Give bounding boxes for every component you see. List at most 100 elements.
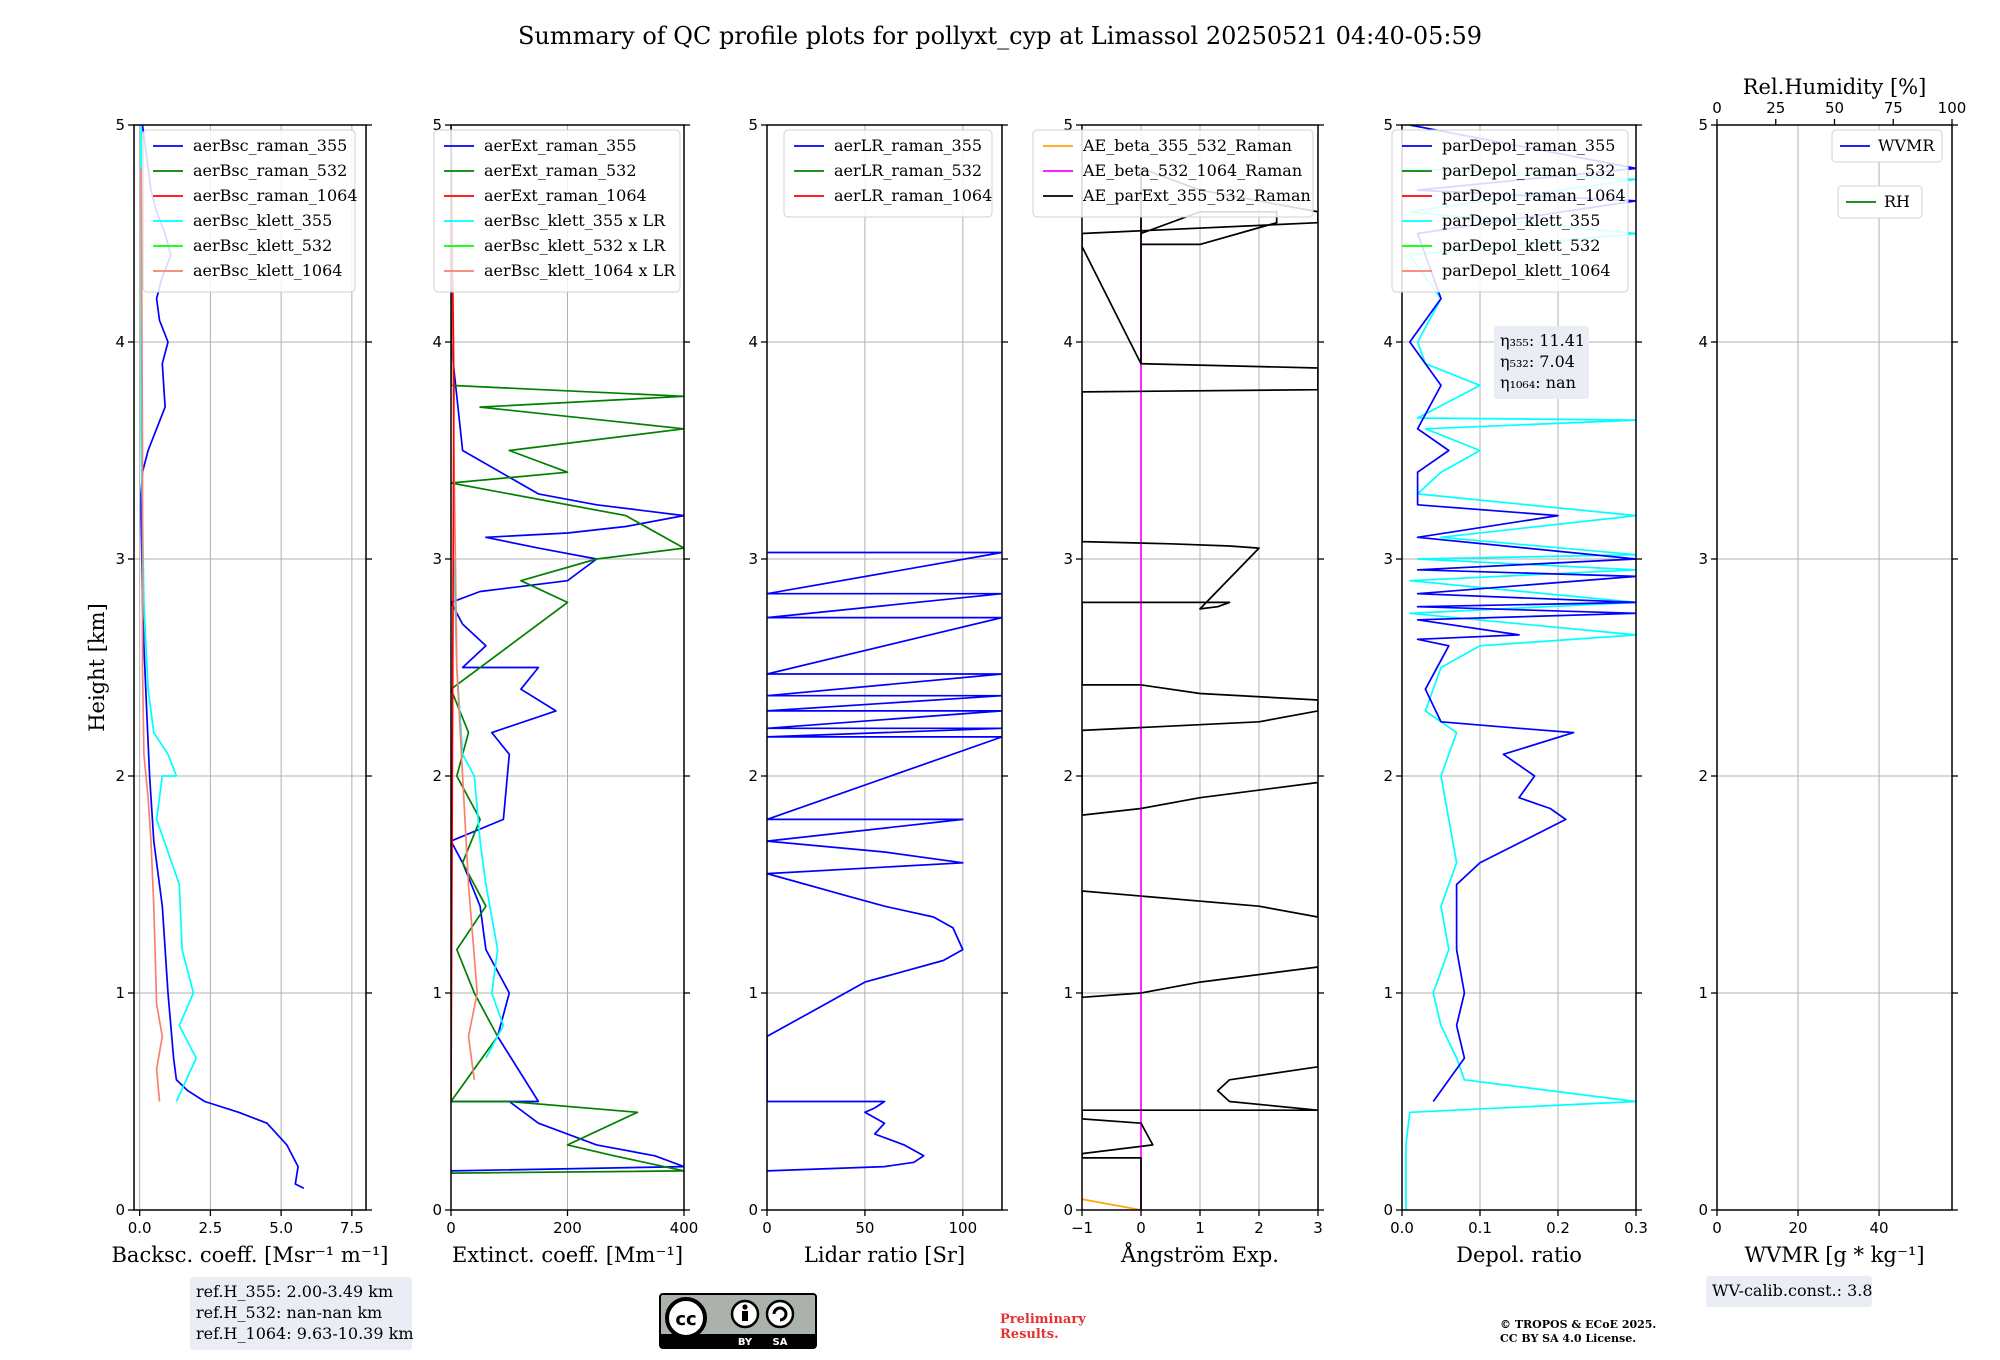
legend-entry: AE_parExt_355_532_Raman [1082,186,1311,205]
legend-entry: parDepol_klett_1064 [1442,261,1611,280]
axes-frame [1716,124,1953,1211]
series-ae-parext-355-532-raman [1082,167,1318,1210]
x2-tick-label: 100 [1938,99,1967,117]
legend-entry: AE_beta_532_1064_Raman [1082,161,1302,180]
cc-by-label: BY [738,1337,753,1348]
x-tick-label: 7.5 [340,1219,364,1237]
y-tick-label: 3 [748,550,758,568]
y-tick-label: 3 [115,550,125,568]
annotation-line: WV-calib.const.: 3.8 [1712,1281,1873,1300]
x-tick-label: −1 [1071,1219,1093,1237]
annotation-box: ref.H_355: 2.00-3.49 km ref.H_532: nan-na… [190,1277,414,1350]
annotation-line: η₅₃₂: 7.04 [1500,352,1575,371]
x-tick-label: 1 [1195,1219,1205,1237]
x-tick-label: 2.5 [198,1219,222,1237]
x-tick-label: 0 [1712,1219,1722,1237]
series-group [767,551,1002,1172]
axes-frame [133,124,367,1211]
legend-entry: aerLR_raman_355 [834,136,982,155]
annotation-bg [1706,1276,1872,1307]
x-tick-label: 20 [1788,1219,1807,1237]
x-tick-label: 0 [762,1219,772,1237]
legend-entry: aerBsc_klett_355 x LR [484,211,666,230]
panel-ext: 0 200 400 0 1 2 3 4 5 Extinct. coeff. [Mm⁻¹] aerEx… [432,116,698,1267]
x-tick-label: 0.1 [1468,1219,1492,1237]
y-tick-label: 5 [115,116,125,134]
cc-license-badge: cc BY SA [659,1293,817,1349]
x2-tick-label: 25 [1766,99,1785,117]
annotation-bg [190,1277,412,1350]
panel-bsc: 0.0 2.5 5.0 7.5 0 1 2 3 4 5 Backsc. coeff. [Msr⁻¹ … [85,116,414,1350]
y-tick-label: 0 [432,1201,442,1219]
legend: parDepol_raman_355 parDepol_raman_532 parD… [1391,129,1629,293]
x-tick-label: 0.3 [1624,1219,1648,1237]
legend-entry: aerLR_raman_532 [834,161,982,180]
legend-box [783,129,993,218]
panel-depol: 0.0 0.1 0.2 0.3 0 1 2 3 4 5 Depol. ratio parDepol_r… [1383,116,1647,1267]
preliminary-note-line1: Preliminary [1000,1312,1086,1327]
y-tick-label: 2 [1383,767,1393,785]
legend: aerExt_raman_355 aerExt_raman_532 aerExt_r… [433,129,681,293]
x-tick-label: 0.0 [1390,1219,1414,1237]
y-tick-label: 4 [1063,333,1073,351]
y-tick-label: 4 [1383,333,1393,351]
annotation-box: η₃₅₅: 11.41 η₅₃₂: 7.04 η₁₀₆₄: nan [1494,326,1589,399]
legend-entry: aerExt_raman_1064 [484,186,647,205]
x-tick-label: 200 [553,1219,582,1237]
y-axis-label: Height [km] [85,603,109,732]
legend-box [1391,129,1629,293]
x2-tick-label: 75 [1884,99,1903,117]
x-axis-label: Depol. ratio [1456,1243,1582,1267]
series-aerext-raman-355 [451,125,684,1172]
legend-box [1837,185,1923,219]
x-axis-label: Backsc. coeff. [Msr⁻¹ m⁻¹] [112,1243,389,1267]
series-aerlr-raman-355 [767,551,1002,1172]
x-tick-label: 40 [1870,1219,1889,1237]
legend-box [1032,129,1314,218]
panels: 0.0 2.5 5.0 7.5 0 1 2 3 4 5 Backsc. coeff. [Msr⁻¹ … [85,75,1966,1350]
y-tick-label: 0 [1063,1201,1073,1219]
legend-entry: parDepol_raman_532 [1442,161,1615,180]
y-tick-label: 1 [1698,984,1708,1002]
legend-entry: AE_beta_355_532_Raman [1082,136,1292,155]
series-aerbsc-klett-355 [140,125,198,1102]
y-tick-label: 3 [1063,550,1073,568]
legend-entry: parDepol_raman_1064 [1442,186,1626,205]
series-aerbsc-klett-1064-x-lr [451,125,479,1080]
x2-axis-label: Rel.Humidity [%] [1743,75,1927,99]
annotation-line: η₁₀₆₄: nan [1500,373,1576,392]
legend-entry: aerExt_raman_532 [484,161,637,180]
y-tick-label: 0 [115,1201,125,1219]
series-aerbsc-klett-355-x-lr [453,558,505,1059]
x-axis-label: Lidar ratio [Sr] [804,1243,965,1267]
x-axis-label: WVMR [g * kg⁻¹] [1744,1243,1924,1267]
y-tick-label: 1 [115,984,125,1002]
y-tick-label: 1 [1063,984,1073,1002]
y-tick-label: 5 [1698,116,1708,134]
legend-entry: aerBsc_klett_532 x LR [484,236,666,255]
annotation-line: ref.H_532: nan-nan km [196,1303,382,1322]
legend: WVMR [1831,129,1943,163]
legend-entry: parDepol_klett_355 [1442,211,1600,230]
y-tick-label: 2 [748,767,758,785]
x2-tick-label: 0 [1712,99,1722,117]
axes-frame [1401,124,1637,1211]
annotation-box: WV-calib.const.: 3.8 [1706,1276,1873,1307]
annotation-line: ref.H_355: 2.00-3.49 km [196,1282,393,1301]
legend-entry: aerExt_raman_355 [484,136,637,155]
y-tick-label: 5 [1383,116,1393,134]
legend-box [433,129,681,293]
panel-wvmr: 0 20 40 0 1 2 3 4 5 WVMR [g * kg⁻¹] 0 25 50 75 100 Rel.… [1698,75,1966,1307]
annotation-line: η₃₅₅: 11.41 [1500,331,1585,350]
y-tick-label: 4 [1698,333,1708,351]
legend: aerBsc_raman_355 aerBsc_raman_532 aerBsc_r… [142,129,358,293]
legend-entry: aerBsc_raman_355 [193,136,347,155]
legend: RH [1837,185,1923,219]
legend-entry: parDepol_raman_355 [1442,136,1615,155]
y-tick-label: 4 [748,333,758,351]
y-tick-label: 1 [748,984,758,1002]
legend-entry: aerBsc_raman_1064 [193,186,358,205]
series-aerbsc-klett-1064 [140,168,164,1102]
x-tick-label: 0 [1136,1219,1146,1237]
